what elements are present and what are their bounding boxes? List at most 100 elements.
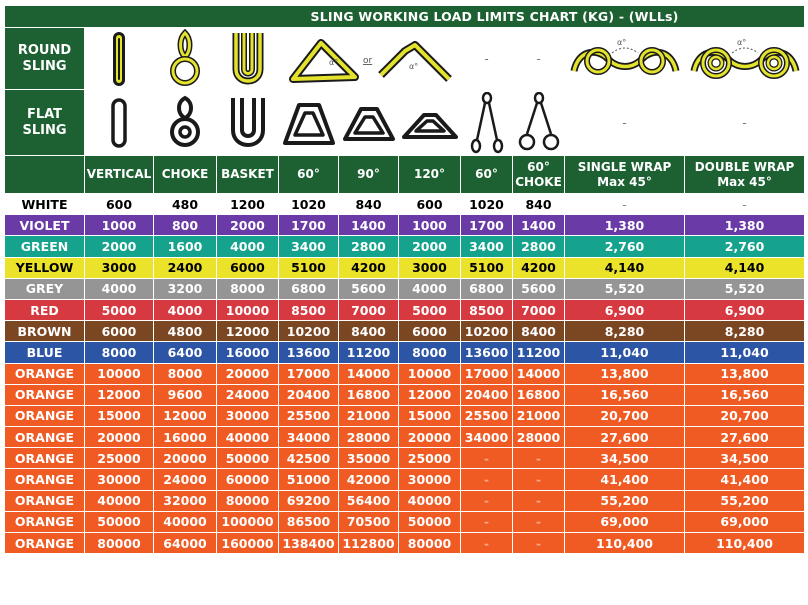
wll-value-cell: 17000 [460, 362, 513, 385]
table-row: RED 5000 4000 10000 8500 7000 5000 8500 7000 6,90… [4, 298, 806, 322]
wll-value-cell: 20000 [153, 447, 217, 470]
wll-value-cell: 1400 [338, 214, 399, 237]
wll-value-cell: 50000 [84, 510, 154, 534]
sling-color-cell: GREY [4, 277, 85, 300]
wll-value-cell: 1700 [460, 214, 513, 237]
wll-value-cell: 2000 [84, 235, 154, 258]
wll-value-cell: 40000 [153, 510, 217, 534]
wll-value-cell: - [512, 447, 565, 470]
wll-value-cell: 70500 [338, 510, 399, 534]
wll-value-cell: 138400 [278, 531, 339, 555]
sling-color-cell: ORANGE [4, 426, 85, 449]
wll-value-cell: 25000 [398, 447, 461, 470]
wll-value-cell: 6,900 [564, 298, 685, 322]
sling-color-cell: RED [4, 298, 85, 322]
wll-value-cell: 34,500 [564, 447, 685, 470]
flat-basket-icon [216, 89, 279, 156]
svg-text:α°: α° [409, 62, 418, 71]
col-header-vertical: VERTICAL [84, 155, 154, 194]
wll-value-cell: 56400 [338, 489, 399, 512]
sling-color-cell: ORANGE [4, 447, 85, 470]
wll-value-cell: 840 [512, 192, 565, 216]
wll-value-cell: 13600 [460, 341, 513, 364]
table-row: ORANGE 25000 20000 50000 42500 35000 25000- -34… [4, 447, 806, 470]
wll-value-cell: 8500 [278, 298, 339, 322]
wll-value-cell: - [512, 531, 565, 555]
wll-value-cell: 16800 [338, 383, 399, 406]
wll-value-cell: 16,560 [564, 383, 685, 406]
wll-value-cell: 28000 [338, 426, 399, 449]
wll-value-cell: 11,040 [564, 341, 685, 364]
flat-vertical-icon [84, 89, 154, 156]
sling-color-cell: ORANGE [4, 362, 85, 385]
wll-value-cell: 8400 [338, 320, 399, 343]
wll-value-cell: 15000 [84, 404, 154, 428]
wll-value-cell: 160000 [216, 531, 279, 555]
wll-value-cell: 3000 [84, 256, 154, 279]
wll-value-cell: 5100 [278, 256, 339, 279]
wll-value-cell: 1600 [153, 235, 217, 258]
wll-value-cell: 10200 [460, 320, 513, 343]
round-vertical-icon [84, 27, 154, 90]
wll-value-cell: 40000 [84, 489, 154, 512]
table-row: ORANGE 40000 32000 80000 69200 56400 40000- -55… [4, 489, 806, 512]
wll-value-cell: 40000 [216, 426, 279, 449]
wll-value-cell: 30000 [398, 468, 461, 491]
wll-value-cell: 60000 [216, 468, 279, 491]
wll-value-cell: 1400 [512, 214, 565, 237]
wll-value-cell: 6800 [460, 277, 513, 300]
wll-value-cell: 11,040 [683, 341, 806, 364]
wll-value-cell: 42000 [338, 468, 399, 491]
wll-value-cell: 12000 [398, 383, 461, 406]
round-single-wrap-icon: α° [564, 27, 685, 90]
wll-value-cell: 4200 [338, 256, 399, 279]
wll-value-cell: - [512, 489, 565, 512]
wll-value-cell: 51000 [278, 468, 339, 491]
col-header-60-legs: 60° [460, 155, 513, 194]
wll-value-cell: 28000 [512, 426, 565, 449]
wll-value-cell: 25000 [84, 447, 154, 470]
col-header-60-choke: 60° CHOKE [512, 155, 565, 194]
wll-value-cell: 2,760 [564, 235, 685, 258]
wll-value-cell: 10000 [216, 298, 279, 322]
wll-value-cell: 41,400 [564, 468, 685, 491]
sling-color-cell: ORANGE [4, 531, 85, 555]
wll-value-cell: 1000 [84, 214, 154, 237]
sling-color-cell: ORANGE [4, 489, 85, 512]
wll-value-cell: 3400 [460, 235, 513, 258]
wll-value-cell: 34000 [278, 426, 339, 449]
wll-value-cell: 1200 [216, 192, 279, 216]
sling-color-cell: WHITE [4, 192, 85, 216]
flat-60-choke-legs-icon [512, 89, 565, 156]
wll-value-cell: 6000 [398, 320, 461, 343]
wll-value-cell: 20000 [84, 426, 154, 449]
svg-text:α°: α° [329, 58, 338, 67]
wll-value-cell: 34000 [460, 426, 513, 449]
wll-value-cell: 25500 [278, 404, 339, 428]
wll-value-cell: 86500 [278, 510, 339, 534]
wll-value-cell: 4000 [84, 277, 154, 300]
wll-value-cell: 8000 [153, 362, 217, 385]
col-header-60: 60° [278, 155, 339, 194]
header-spacer [4, 155, 85, 194]
wll-value-cell: 41,400 [683, 468, 806, 491]
table-row: ORANGE 80000 64000 160000 138400 112800 80000-… [4, 531, 806, 555]
wll-value-cell: 20400 [460, 383, 513, 406]
sling-color-cell: BROWN [4, 320, 85, 343]
sling-color-cell: BLUE [4, 341, 85, 364]
wll-value-cell: 2800 [512, 235, 565, 258]
wll-value-cell: 8400 [512, 320, 565, 343]
wll-value-cell: 3000 [398, 256, 461, 279]
round-60-choke-dash: - [512, 27, 565, 90]
wll-value-cell: 16800 [512, 383, 565, 406]
flat-60-legs-icon [460, 89, 513, 156]
wll-value-cell: 8000 [398, 341, 461, 364]
table-row: YELLOW 3000 2400 6000 5100 4200 3000 5100 4200 4,… [4, 256, 806, 279]
wll-value-cell: 600 [398, 192, 461, 216]
wll-value-cell: 1000 [398, 214, 461, 237]
wll-value-cell: 1700 [278, 214, 339, 237]
flat-single-wrap-dash: - [564, 89, 685, 156]
wll-value-cell: 4,140 [683, 256, 806, 279]
col-header-choke: CHOKE [153, 155, 217, 194]
wll-value-cell: 32000 [153, 489, 217, 512]
